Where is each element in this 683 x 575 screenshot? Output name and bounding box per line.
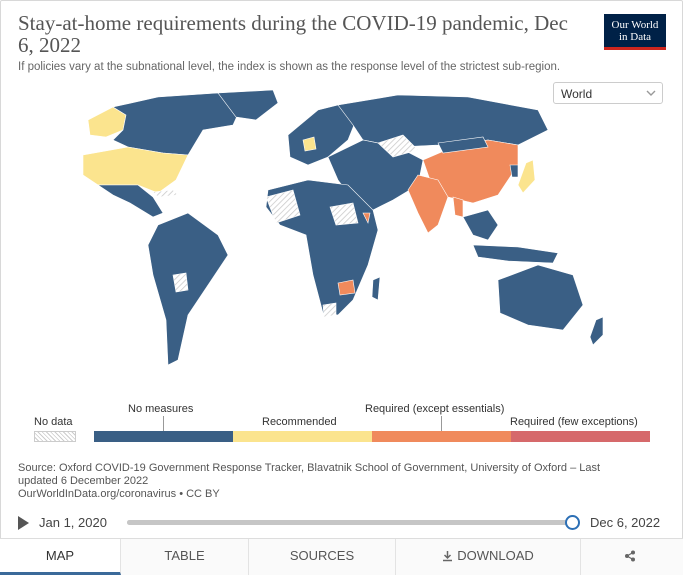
region-southeast-asia[interactable] [462, 209, 499, 241]
legend-swatch-no-measures [94, 431, 233, 442]
timeline-end-label: Dec 6, 2022 [590, 515, 661, 530]
region-mongolia[interactable] [437, 136, 489, 154]
tab-map-label: MAP [45, 548, 75, 563]
chevron-down-icon [646, 90, 656, 96]
tab-map[interactable]: MAP [0, 539, 121, 575]
region-japan[interactable] [517, 159, 536, 194]
region-caribbean-nodata[interactable] [152, 189, 179, 198]
page-title: Stay-at-home requirements during the COV… [18, 11, 568, 57]
legend-swatch-required-except [372, 431, 511, 442]
legend-tick-no-measures [163, 416, 164, 431]
tab-download-label: DOWNLOAD [457, 548, 534, 563]
tab-bar: MAP TABLE SOURCES DOWNLOAD [0, 538, 683, 575]
share-icon [625, 550, 635, 562]
region-sa-africa-nodata[interactable] [322, 302, 337, 318]
legend-no-data-label: No data [34, 416, 73, 428]
region-korea[interactable] [509, 164, 519, 178]
region-myanmar[interactable] [452, 196, 464, 218]
play-icon[interactable] [18, 516, 29, 530]
tab-sources-label: SOURCES [289, 548, 355, 563]
download-icon [443, 551, 453, 562]
region-libya-nodata[interactable] [329, 202, 359, 226]
region-mexico[interactable] [97, 184, 164, 218]
legend-no-data-swatch [34, 431, 76, 442]
timeline: Jan 1, 2020 Dec 6, 2022 [0, 510, 683, 536]
region-india[interactable] [407, 174, 449, 234]
region-sa-nodata[interactable] [172, 272, 189, 293]
timeline-slider[interactable] [127, 515, 580, 530]
tab-table-label: TABLE [164, 548, 205, 563]
timeline-fill [127, 520, 573, 525]
owid-logo[interactable]: Our World in Data [604, 14, 666, 50]
region-usa[interactable] [82, 146, 189, 194]
legend-swatch-required-few [511, 431, 650, 442]
world-map[interactable] [18, 85, 658, 395]
legend-recommended-label: Recommended [262, 416, 337, 428]
region-germany[interactable] [302, 136, 317, 152]
region-select[interactable]: World [553, 82, 663, 104]
region-sahara-nodata[interactable] [265, 189, 301, 224]
legend-required-except-label: Required (except essentials) [365, 403, 505, 415]
legend-tick-required-except [441, 416, 442, 431]
legend-swatch-recommended [233, 431, 372, 442]
logo-line-2: in Data [618, 31, 652, 43]
legend-no-measures-label: No measures [128, 403, 194, 415]
region-eritrea[interactable] [362, 212, 371, 224]
source-line-2: updated 6 December 2022 [18, 475, 149, 487]
region-select-value: World [561, 87, 593, 101]
tab-download[interactable]: DOWNLOAD [396, 539, 581, 575]
region-greenland[interactable] [217, 89, 279, 121]
page-subtitle: If policies vary at the subnational leve… [18, 61, 561, 73]
region-zimbabwe[interactable] [337, 279, 356, 296]
logo-line-1: Our World [611, 19, 659, 31]
timeline-handle[interactable] [565, 515, 580, 530]
region-australia[interactable] [497, 264, 584, 331]
region-canada[interactable] [112, 92, 244, 156]
source-line-3[interactable]: OurWorldInData.org/coronavirus • CC BY [18, 488, 220, 500]
region-indonesia[interactable] [472, 244, 559, 264]
legend-required-few-label: Required (few exceptions) [510, 416, 638, 428]
tab-table[interactable]: TABLE [121, 539, 249, 575]
region-russia[interactable] [337, 94, 549, 148]
source-line-1: Source: Oxford COVID-19 Government Respo… [18, 462, 601, 474]
source-note: Source: Oxford COVID-19 Government Respo… [18, 462, 638, 501]
region-mideast-nodata[interactable] [377, 134, 419, 158]
share-button[interactable] [581, 539, 683, 575]
timeline-start-label: Jan 1, 2020 [39, 515, 107, 530]
region-new-zealand[interactable] [589, 316, 604, 346]
tab-sources[interactable]: SOURCES [249, 539, 396, 575]
region-madagascar[interactable] [371, 276, 381, 301]
